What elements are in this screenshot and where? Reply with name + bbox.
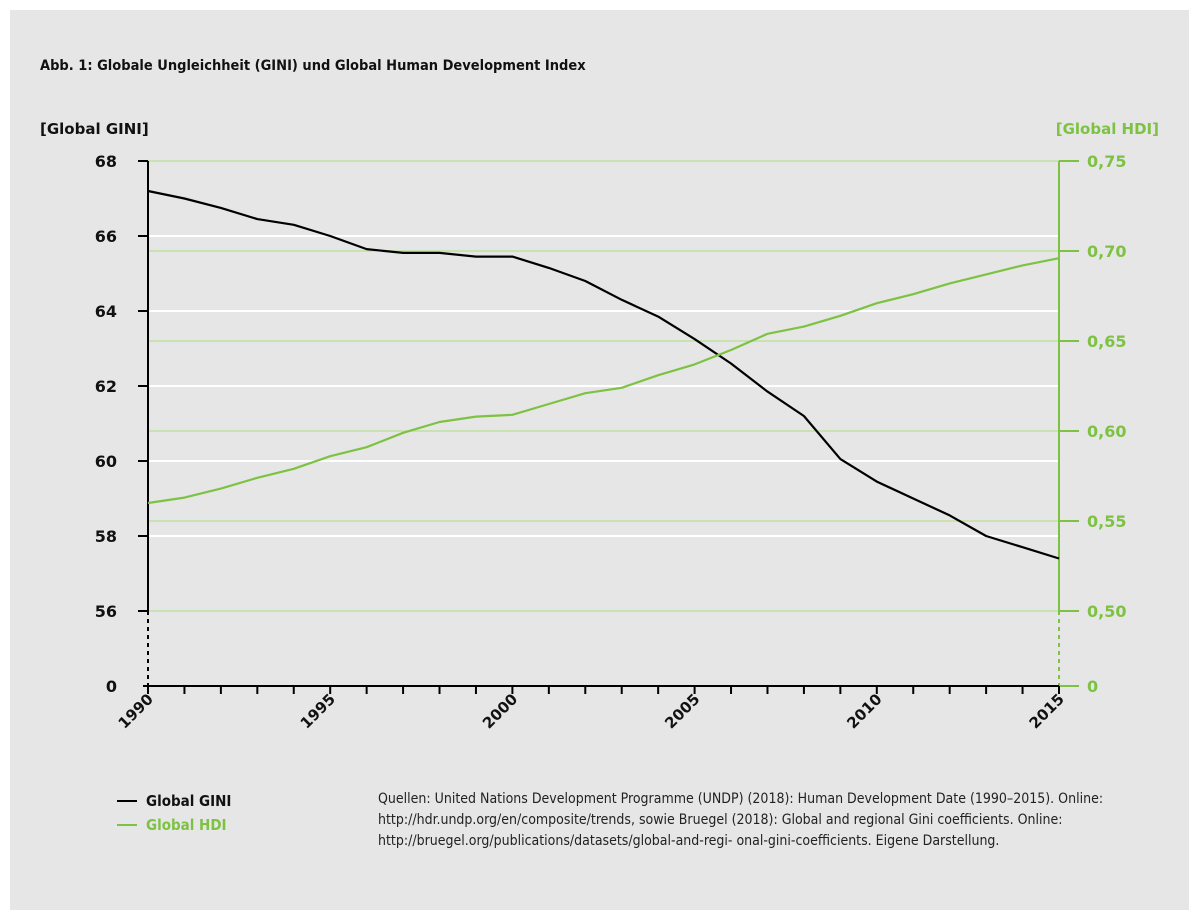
left-axis-tick-label: 60 [95,452,117,471]
left-axis-tick-label: 58 [95,527,117,546]
right-axis-tick-label: 0,75 [1087,152,1126,171]
legend-item-hdi: Global HDI [117,813,231,837]
legend-label-gini: Global GINI [146,792,232,810]
left-axis-tick-label: 62 [95,377,117,396]
series-line-gini [147,189,1060,560]
left-axis-tick-label: 56 [95,602,117,621]
left-axis-tick-label: 66 [95,227,117,246]
legend-item-gini: Global GINI [117,789,231,813]
left-axis-tick-label: 68 [95,152,117,171]
right-axis-tick-label: 0,60 [1087,422,1126,441]
x-axis-tick-label: 2000 [479,690,521,732]
right-axis-tick-label: 0,50 [1087,602,1126,621]
legend: Global GINI Global HDI [117,789,231,837]
right-axis-tick-label: 0,70 [1087,242,1126,261]
x-axis-tick-label: 2015 [1026,690,1068,732]
x-axis-tick-label: 2010 [843,690,885,732]
series-line-hdi [147,257,1060,505]
x-axis-tick-label: 1990 [115,690,157,732]
right-axis-title: [Global HDI] [1056,120,1159,138]
x-axis-tick-label: 2005 [661,690,703,732]
legend-swatch-gini [117,800,137,802]
right-axis-tick-label: 0,55 [1087,512,1126,531]
right-axis-tick-label: 0,65 [1087,332,1126,351]
left-axis-title: [Global GINI] [40,120,149,138]
left-axis-tick-label: 64 [95,302,117,321]
legend-swatch-hdi [117,824,137,826]
left-axis-tick-label: 0 [106,677,117,696]
source-note: Quellen: United Nations Development Prog… [378,791,1104,849]
x-axis-tick-label: 1995 [297,690,339,732]
legend-label-hdi: Global HDI [146,816,227,834]
figure-title: Abb. 1: Globale Ungleichheit (GINI) und … [40,58,586,74]
right-axis-tick-label: 0 [1087,677,1098,696]
